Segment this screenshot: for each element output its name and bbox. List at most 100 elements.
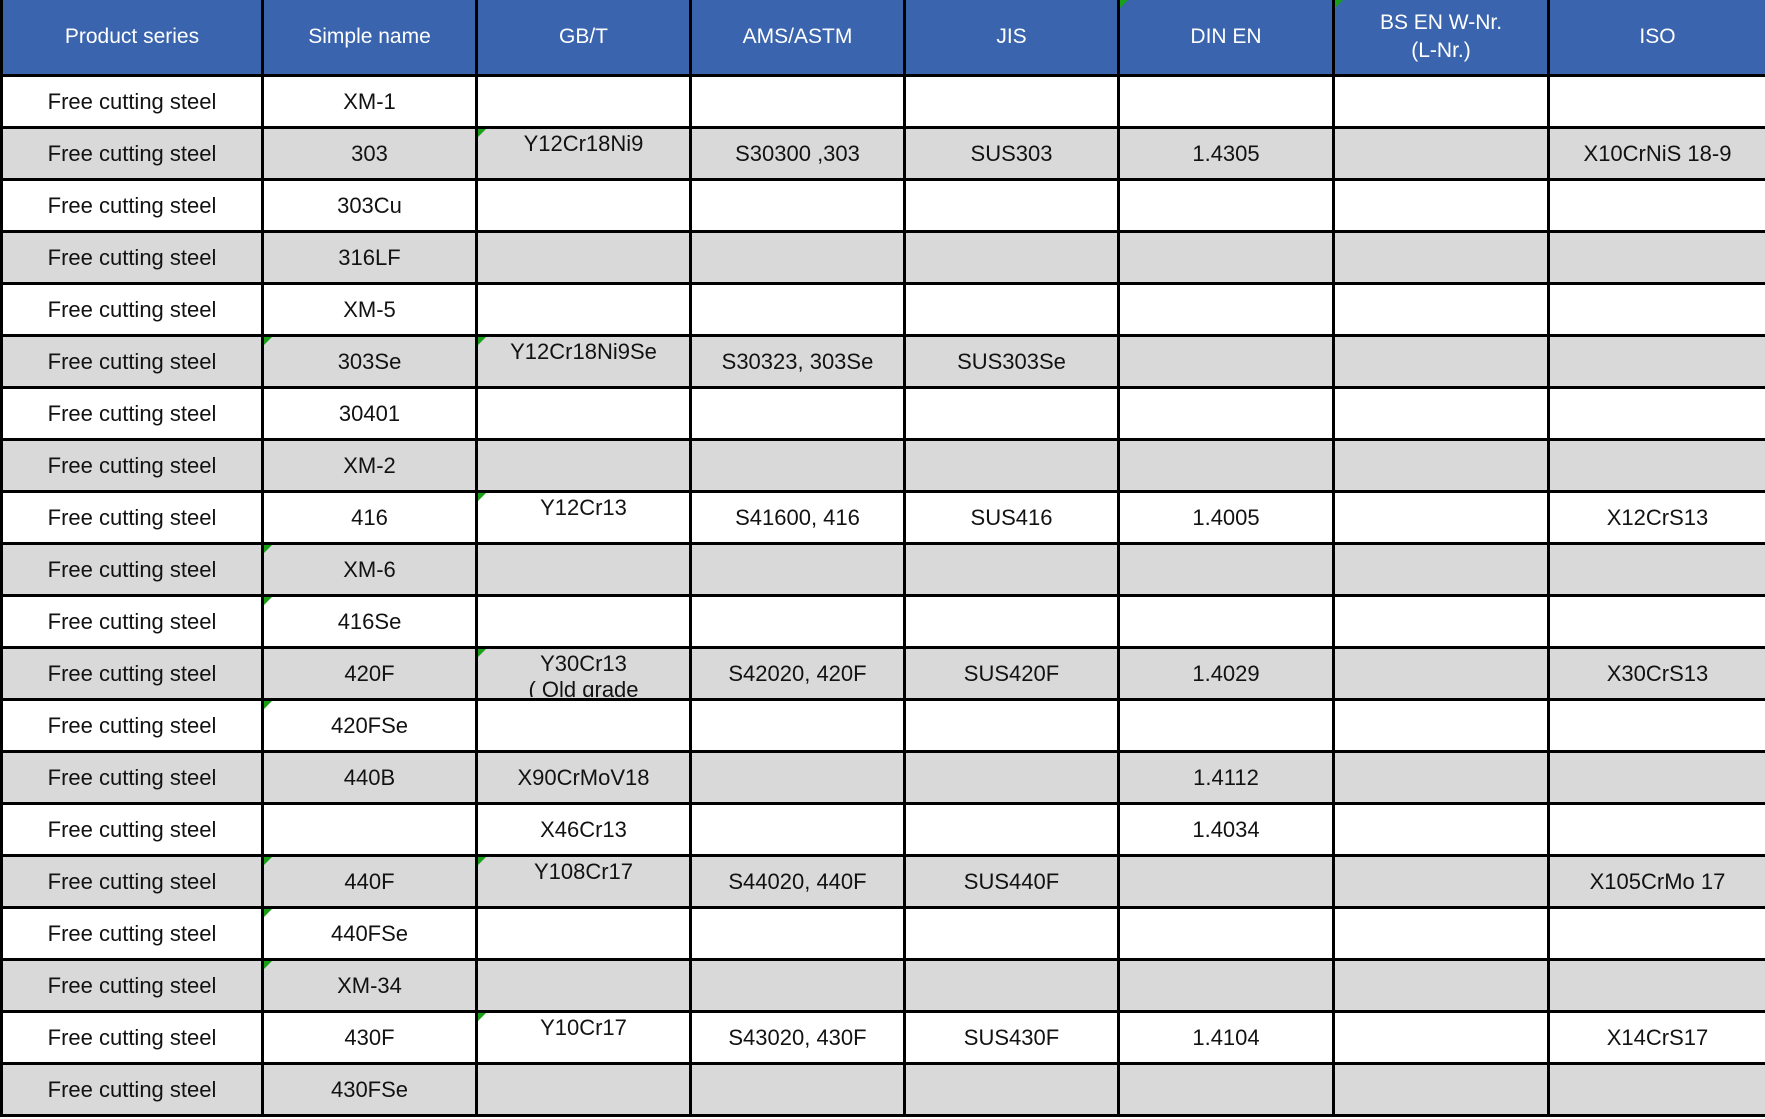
cell-gbt	[475, 958, 692, 1013]
cell-series: Free cutting steel	[0, 906, 264, 961]
cell-simple: 420F	[261, 646, 478, 701]
cell-ams	[689, 438, 906, 493]
cell-simple: XM-5	[261, 282, 478, 337]
column-header-din-en: DIN EN	[1117, 0, 1335, 77]
cell-ams	[689, 74, 906, 129]
cell-iso	[1547, 438, 1765, 493]
cell-ams	[689, 958, 906, 1013]
cell-jis	[903, 282, 1120, 337]
cell-jis: SUS440F	[903, 854, 1120, 909]
cell-iso: X12CrS13	[1547, 490, 1765, 545]
comment-marker	[265, 338, 272, 345]
cell-din	[1117, 74, 1335, 129]
cell-series: Free cutting steel	[0, 802, 264, 857]
cell-bs	[1332, 802, 1550, 857]
cell-gbt	[475, 1062, 692, 1117]
cell-jis	[903, 594, 1120, 649]
cell-iso	[1547, 542, 1765, 597]
gbt-cell-text: Y12Cr13	[540, 495, 627, 520]
cell-iso	[1547, 906, 1765, 961]
gbt-cell-text: Y108Cr17	[533, 859, 634, 884]
cell-simple: 303Se	[261, 334, 478, 389]
comment-marker	[479, 130, 486, 137]
cell-simple: 430F	[261, 1010, 478, 1065]
cell-series: Free cutting steel	[0, 1062, 264, 1117]
cell-iso	[1547, 282, 1765, 337]
cell-gbt	[475, 698, 692, 753]
cell-iso: X10CrNiS 18-9	[1547, 126, 1765, 181]
table-row: Free cutting steel XM-2	[0, 438, 1765, 493]
table-row: Free cutting steel 316LF	[0, 230, 1765, 285]
cell-series: Free cutting steel	[0, 74, 264, 129]
cell-gbt	[475, 438, 692, 493]
cell-ams	[689, 178, 906, 233]
cell-simple: 440B	[261, 750, 478, 805]
cell-jis	[903, 802, 1120, 857]
cell-bs	[1332, 282, 1550, 337]
table-row: Free cutting steel 303Cu	[0, 178, 1765, 233]
cell-iso	[1547, 386, 1765, 441]
cell-series: Free cutting steel	[0, 282, 264, 337]
cell-series: Free cutting steel	[0, 386, 264, 441]
table-row: Free cutting steel 303 Y12Cr18Ni9 S30300 ,3…	[0, 126, 1765, 181]
cell-iso: X105CrMo 17	[1547, 854, 1765, 909]
cell-ams	[689, 802, 906, 857]
comment-marker	[1121, 0, 1128, 8]
cell-iso	[1547, 594, 1765, 649]
cell-series: Free cutting steel	[0, 334, 264, 389]
table-row: Free cutting steel 440B X90CrMoV18 1.4112	[0, 750, 1765, 805]
cell-gbt: Y30Cr13( Old grade	[475, 646, 692, 701]
cell-jis	[903, 74, 1120, 129]
cell-jis: SUS430F	[903, 1010, 1120, 1065]
table-row: Free cutting steel 420F Y30Cr13( Old grade…	[0, 646, 1765, 701]
table-row: Free cutting steel 30401	[0, 386, 1765, 441]
cell-jis	[903, 958, 1120, 1013]
cell-bs	[1332, 178, 1550, 233]
cell-iso	[1547, 958, 1765, 1013]
cell-gbt	[475, 542, 692, 597]
column-header-bs-en-wnr: BS EN W-Nr. (L-Nr.)	[1332, 0, 1550, 77]
table-row: Free cutting steel 416 Y12Cr13 S41600, 416 S…	[0, 490, 1765, 545]
cell-bs	[1332, 490, 1550, 545]
cell-bs	[1332, 542, 1550, 597]
cell-gbt: Y108Cr17	[475, 854, 692, 909]
cell-simple: XM-2	[261, 438, 478, 493]
table-row: Free cutting steel 416Se	[0, 594, 1765, 649]
cell-gbt: X46Cr13	[475, 802, 692, 857]
cell-din: 1.4104	[1117, 1010, 1335, 1065]
cell-simple: 440F	[261, 854, 478, 909]
comment-marker	[265, 546, 272, 553]
cell-din	[1117, 178, 1335, 233]
cell-ams	[689, 1062, 906, 1117]
comment-marker	[479, 494, 486, 501]
table-row: Free cutting steel 430FSe	[0, 1062, 1765, 1117]
cell-simple: 416Se	[261, 594, 478, 649]
cell-series: Free cutting steel	[0, 594, 264, 649]
cell-series: Free cutting steel	[0, 438, 264, 493]
cell-iso	[1547, 178, 1765, 233]
cell-din	[1117, 594, 1335, 649]
cell-gbt	[475, 178, 692, 233]
cell-jis	[903, 906, 1120, 961]
comment-marker	[479, 1014, 486, 1021]
table-row: Free cutting steel X46Cr13 1.4034	[0, 802, 1765, 857]
cell-gbt: Y12Cr18Ni9Se	[475, 334, 692, 389]
cell-ams: S43020, 430F	[689, 1010, 906, 1065]
cell-simple: 303Cu	[261, 178, 478, 233]
column-header-product-series: Product series	[0, 0, 264, 77]
cell-bs	[1332, 854, 1550, 909]
comment-marker	[265, 858, 272, 865]
cell-jis	[903, 542, 1120, 597]
cell-simple: XM-34	[261, 958, 478, 1013]
table-row: Free cutting steel XM-34	[0, 958, 1765, 1013]
gbt-cell-text: Y12Cr18Ni9	[523, 131, 644, 156]
cell-din: 1.4112	[1117, 750, 1335, 805]
cell-ams	[689, 698, 906, 753]
cell-iso	[1547, 334, 1765, 389]
cell-din	[1117, 438, 1335, 493]
cell-simple: 303	[261, 126, 478, 181]
table-row: Free cutting steel 430F Y10Cr17 S43020, 430…	[0, 1010, 1765, 1065]
cell-din: 1.4034	[1117, 802, 1335, 857]
cell-bs	[1332, 958, 1550, 1013]
